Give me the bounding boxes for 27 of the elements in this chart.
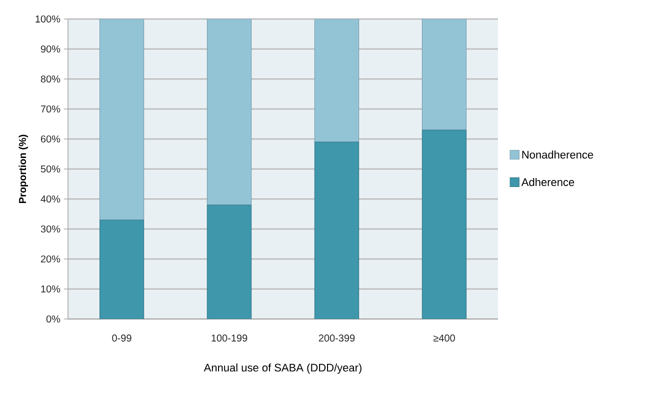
bar	[422, 18, 467, 130]
y-tick-label: 80%	[40, 75, 60, 83]
bar	[99, 18, 144, 220]
x-tick-label: ≥400	[433, 334, 455, 342]
y-tick-label: 10%	[41, 285, 60, 293]
y-axis-title: Proportion (%)	[18, 134, 28, 204]
x-tick-label: 100-199	[212, 334, 248, 342]
bar	[314, 18, 360, 142]
bar	[206, 204, 252, 319]
y-tick-label: 70%	[40, 105, 60, 113]
bar	[99, 220, 144, 319]
y-tick-label: 50%	[40, 165, 60, 173]
y-tick-label: 0%	[46, 315, 60, 323]
y-tick-label: 60%	[40, 135, 60, 143]
x-axis-title: Annual use of SABA (DDD/year)	[204, 363, 362, 374]
bar	[314, 142, 360, 319]
y-tick-label: 20%	[40, 255, 60, 263]
y-tick-label: 40%	[40, 195, 60, 203]
y-tick-label: 30%	[40, 225, 60, 233]
legend-label: Adherence	[521, 178, 574, 186]
bar	[422, 130, 467, 319]
y-tick-label: 90%	[40, 45, 60, 53]
x-tick-label: 200-399	[318, 334, 355, 342]
y-tick-label: 100%	[36, 15, 60, 23]
bar	[206, 18, 252, 206]
legend-label: Nonadherence	[522, 150, 594, 159]
x-tick-label: 0-99	[112, 334, 132, 342]
